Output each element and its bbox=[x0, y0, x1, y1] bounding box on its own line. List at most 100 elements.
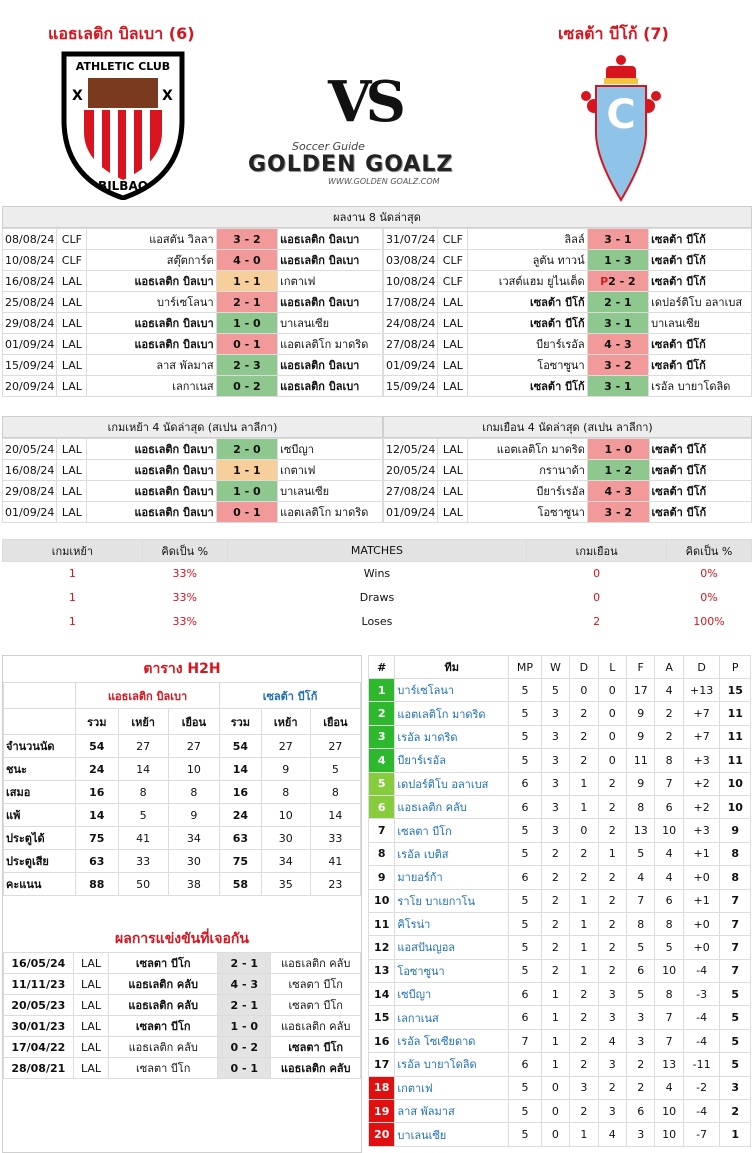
result-home: แอธเลติก คลับ bbox=[108, 994, 219, 1016]
match-league: CLF bbox=[437, 228, 469, 250]
h2h-stat-cell: 5 bbox=[117, 803, 169, 827]
match-row: 01/09/24 LAL โอซาซูนา 3 - 2 เซลต้า บีโก้ bbox=[382, 354, 752, 376]
league-cell: 10 bbox=[719, 794, 751, 820]
summary-cell: 0% bbox=[700, 591, 718, 604]
h2h-result-row: 16/05/24 LAL เซลตา บีโก 2 - 1 แอธเลติก คลับ bbox=[3, 952, 361, 974]
league-cell: 6 bbox=[625, 1099, 656, 1124]
summary-cell: 33% bbox=[172, 567, 197, 581]
league-row: 20 บาเลนเซีย 5 0 1 4 3 10 -7 1 bbox=[367, 1122, 751, 1147]
league-cell: 2 bbox=[569, 1052, 599, 1077]
league-team: แอธเลติก คลับ bbox=[394, 794, 510, 820]
league-cell: 2 bbox=[569, 1099, 599, 1124]
last4-home-table: 20/05/24 LAL แอธเลติก บิลเบา 2 - 0 เซบีญา 16/… bbox=[1, 438, 383, 523]
summary-header: MATCHES bbox=[226, 539, 528, 562]
match-league: LAL bbox=[56, 333, 88, 355]
league-team: มายอร์ก้า bbox=[394, 865, 510, 890]
h2h-result-row: 30/01/23 LAL เซลตา บีโก 1 - 0 แอธเลติก คลับ bbox=[3, 1015, 361, 1037]
league-cell: 4 bbox=[625, 865, 656, 890]
league-cell: 3 bbox=[625, 1028, 656, 1054]
league-cell: 1 bbox=[569, 911, 599, 937]
match-home-team: ลิลล์ bbox=[467, 228, 588, 250]
league-cell: 5 bbox=[508, 888, 542, 913]
match-away-team: แอธเลติก บิลเบา bbox=[277, 228, 383, 250]
match-date: 10/08/24 bbox=[1, 249, 58, 271]
h2h-results-table: 16/05/24 LAL เซลตา บีโก 2 - 1 แอธเลติก คลับ 1… bbox=[3, 952, 361, 1079]
h2h-stat-cell: 27 bbox=[117, 734, 169, 758]
league-cell: 6 bbox=[508, 982, 542, 1007]
league-cell: 2 bbox=[540, 865, 571, 890]
league-row: 16 เรอัล โซเซียดาด 7 1 2 4 3 7 -4 5 bbox=[367, 1028, 751, 1054]
match-away-team: เรอัล บายาโดลิด bbox=[648, 375, 752, 397]
league-cell: +3 bbox=[682, 818, 721, 843]
match-away-team: เซลต้า บีโก้ bbox=[648, 249, 752, 271]
league-cell: 3 bbox=[540, 818, 571, 843]
h2h-stat-cell: 9 bbox=[260, 757, 311, 781]
h2h-stat-cell: 33 bbox=[117, 849, 169, 873]
league-cell: 7 bbox=[719, 935, 751, 960]
match-score: 2 - 0 bbox=[215, 438, 279, 460]
league-cell: 2 bbox=[597, 958, 628, 984]
h2h-stat-cell: 63 bbox=[219, 826, 262, 850]
h2h-stat-cell: 30 bbox=[167, 849, 221, 873]
match-row: 20/05/24 LAL แอธเลติก บิลเบา 2 - 0 เซบีญา bbox=[1, 438, 383, 460]
league-cell: 2 bbox=[597, 888, 628, 913]
match-league: LAL bbox=[437, 333, 469, 355]
match-row: 17/08/24 LAL เซลต้า บีโก้ 2 - 1 เดปอร์ติโบ อ… bbox=[382, 291, 752, 313]
league-team: โอซาซูนา bbox=[394, 958, 510, 984]
match-home-team: บาร์เซโลนา bbox=[86, 291, 217, 313]
h2h-title: ตาราง H2H bbox=[143, 661, 221, 677]
league-cell: 8 bbox=[719, 841, 751, 867]
league-cell: 5 bbox=[508, 958, 542, 984]
h2h-team-row: แอธเลติก บิลเบา เซลต้า บีโก้ bbox=[3, 682, 361, 709]
league-cell: 0 bbox=[597, 724, 628, 750]
match-row: 12/05/24 LAL แอตเลติโก มาดริด 1 - 0 เซลต้า บ… bbox=[382, 438, 753, 460]
h2h-stat-row: จำนวนนัด 54 27 27 54 27 27 bbox=[3, 734, 362, 758]
league-header: L bbox=[597, 655, 628, 679]
league-row: 3 เรอัล มาดริด 5 3 2 0 9 2 +7 11 bbox=[367, 724, 751, 750]
brand-big: GOLDEN GOALZ bbox=[248, 152, 454, 177]
league-header-row: # ทีม MP W D L F A D P bbox=[367, 655, 751, 679]
h2h-corner bbox=[3, 708, 76, 735]
league-team: แอสปันญอล bbox=[394, 935, 510, 960]
h2h-result-row: 11/11/23 LAL แอธเลติก คลับ 4 - 3 เซลตา บีโก bbox=[3, 973, 361, 995]
match-league: LAL bbox=[56, 438, 88, 460]
league-cell: 1 bbox=[569, 958, 599, 984]
result-league: LAL bbox=[72, 994, 110, 1016]
league-cell: 3 bbox=[540, 724, 571, 750]
h2h-stat-cell: 8 bbox=[167, 780, 221, 804]
league-cell: 2 bbox=[625, 1075, 656, 1101]
h2h-stat-cell: 63 bbox=[75, 849, 119, 873]
summary-cell: 0 bbox=[593, 591, 601, 604]
h2h-col: เหย้า bbox=[117, 708, 169, 735]
league-cell: -3 bbox=[682, 982, 721, 1007]
match-home-team: แอธเลติก บิลเบา bbox=[86, 501, 217, 523]
league-row: 5 เดปอร์ติโบ อลาเบส 6 3 1 2 9 7 +2 10 bbox=[367, 771, 751, 796]
league-cell: 2 bbox=[597, 794, 628, 820]
league-cell: 5 bbox=[508, 724, 542, 750]
league-cell: 5 bbox=[540, 677, 571, 703]
match-away-team: แอธเลติก บิลเบา bbox=[277, 354, 383, 376]
league-team: เกตาเฟ bbox=[394, 1075, 510, 1101]
summary-row: 1 33% Draws 0 0% bbox=[3, 586, 752, 610]
league-rank: 18 bbox=[367, 1075, 396, 1101]
league-team: เรอัล เบติส bbox=[394, 841, 510, 867]
result-away: เซลตา บีโก bbox=[270, 994, 361, 1016]
last4-away-table: 12/05/24 LAL แอตเลติโก มาดริด 1 - 0 เซลต้า บ… bbox=[382, 438, 753, 523]
summary-cell: 0% bbox=[700, 567, 718, 581]
league-cell: 3 bbox=[597, 1099, 628, 1124]
match-date: 20/09/24 bbox=[1, 375, 58, 397]
league-cell: 8 bbox=[654, 911, 684, 937]
match-date: 27/08/24 bbox=[382, 480, 439, 502]
h2h-stat-cell: 34 bbox=[167, 826, 221, 850]
league-rank: 6 bbox=[367, 794, 396, 820]
league-cell: 1 bbox=[540, 1028, 571, 1054]
league-cell: 3 bbox=[540, 794, 571, 820]
league-row: 10 ราโย บาเยกาโน 5 2 1 2 7 6 +1 7 bbox=[367, 888, 751, 913]
league-cell: 2 bbox=[597, 1075, 628, 1101]
h2h-stat-cell: 33 bbox=[309, 826, 362, 850]
match-date: 17/08/24 bbox=[382, 291, 439, 313]
match-score: 1 - 0 bbox=[215, 312, 279, 334]
brand-url: WWW.GOLDEN GOALZ.COM bbox=[328, 177, 440, 186]
league-cell: 17 bbox=[625, 677, 656, 703]
league-table: # ทีม MP W D L F A D P 1 บาร์เซโลนา 5 5 0 0 17 4 +13 15 2 แอต… bbox=[367, 655, 751, 1147]
